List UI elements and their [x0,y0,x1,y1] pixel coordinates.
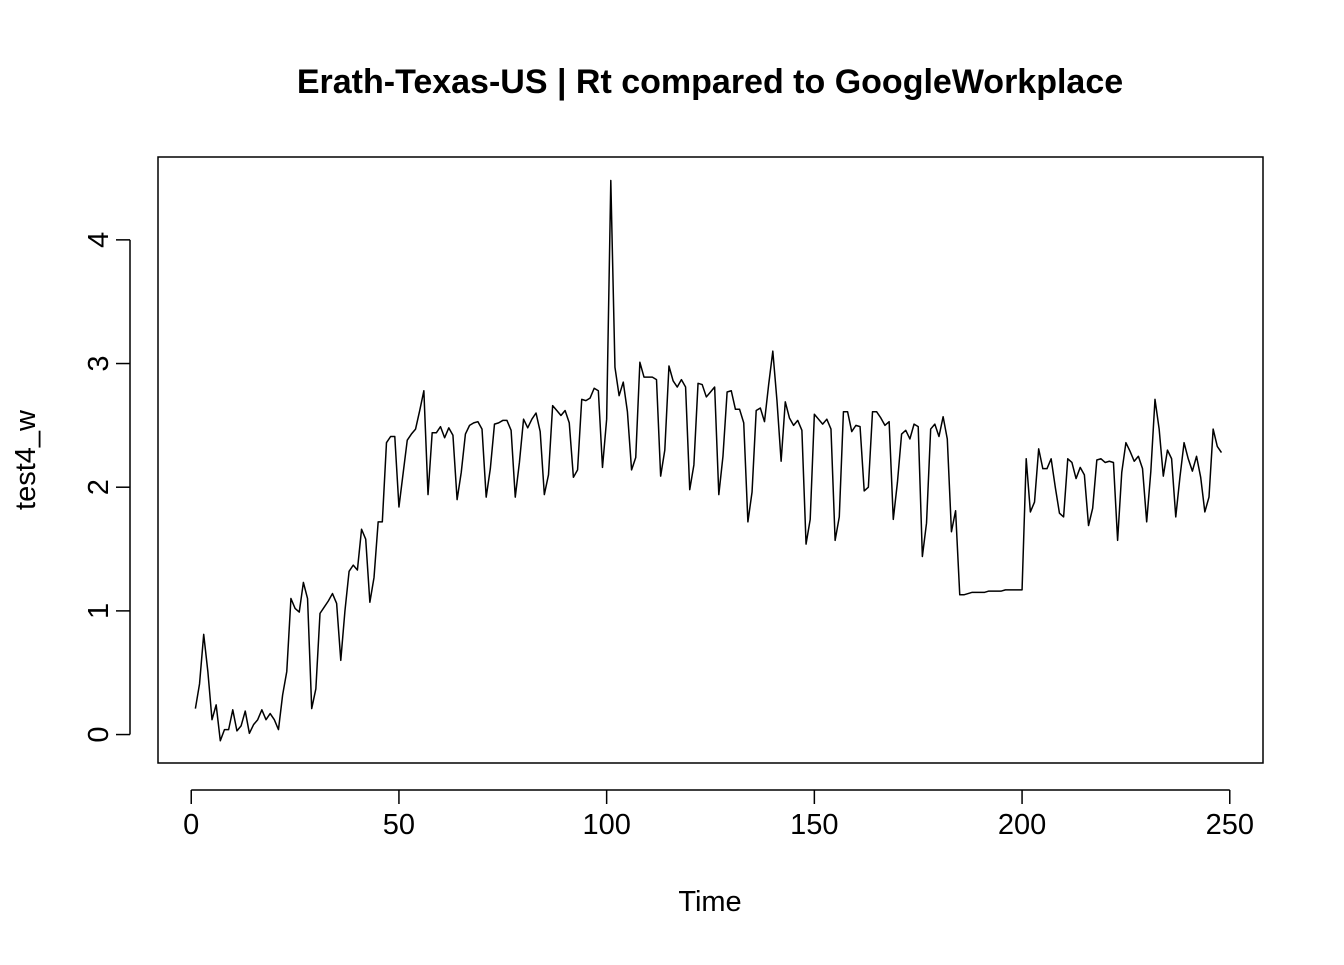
x-axis-label: Time [678,886,741,918]
x-tick-label: 250 [1206,809,1254,841]
y-axis: 0 1 2 3 4 [83,232,131,743]
x-axis: 0 50 100 150 200 250 [183,789,1254,841]
y-tick-label: 3 [83,355,115,371]
x-tick-label: 200 [998,809,1046,841]
y-axis-label: test4_w [10,409,42,510]
x-tick-label: 50 [383,809,415,841]
x-tick-label: 0 [183,809,199,841]
plot-area-border [157,156,1264,764]
x-tick-label: 150 [790,809,838,841]
chart-title: Erath-Texas-US | Rt compared to GoogleWo… [297,63,1123,101]
series-line [194,179,1223,742]
y-tick-label: 0 [83,726,115,742]
y-tick-label: 2 [83,479,115,495]
x-tick-label: 100 [582,809,630,841]
y-tick-label: 1 [83,603,115,619]
y-tick-label: 4 [83,232,115,248]
